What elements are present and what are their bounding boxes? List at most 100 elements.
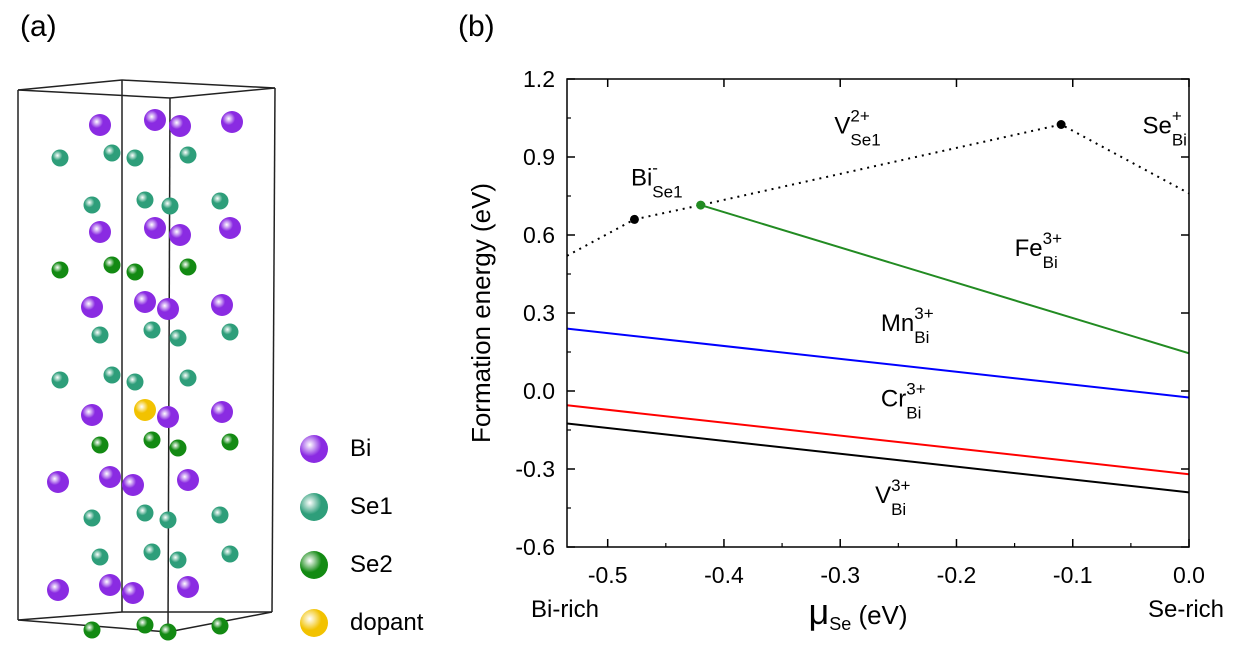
legend-item: Bi [300, 420, 423, 478]
crystal-structure [17, 79, 276, 641]
y-tick-label: 0.6 [523, 222, 555, 248]
atom-bi [211, 401, 233, 423]
series-line [567, 404, 1189, 476]
atom-se1 [91, 548, 109, 566]
defect-label: V3+ Bi [875, 476, 910, 519]
atom-bi [47, 579, 69, 601]
atom-se1 [83, 509, 101, 527]
atom-se1 [103, 144, 121, 162]
atom-se2 [103, 256, 121, 274]
series-line [567, 422, 1189, 494]
atom-bi [47, 471, 69, 493]
legend-label-bi: Bi [350, 435, 372, 462]
atom-se2 [136, 616, 154, 634]
atom-bi [89, 114, 111, 136]
atom-bi [144, 109, 166, 131]
atom-se1 [136, 191, 154, 209]
y-tick-label: -0.3 [515, 456, 555, 482]
atom-legend: Bi Se1 Se2 dopant [300, 420, 423, 652]
data-point [629, 214, 639, 224]
atom-se1 [169, 551, 187, 569]
atom-se2 [143, 431, 161, 449]
legend-label-se2: Se2 [350, 551, 393, 578]
y-tick-label: 0.9 [523, 144, 555, 170]
x-end-label-left: Bi-rich [531, 596, 599, 623]
atom-se2 [83, 621, 101, 639]
atom-se1 [136, 504, 154, 522]
legend-label-se1: Se1 [350, 493, 393, 520]
atom-bi [177, 469, 199, 491]
atom-bi [89, 221, 111, 243]
x-end-label-right: Se-rich [1148, 596, 1224, 623]
formation-energy-chart: -0.5 -0.4 -0.3 -0.2 -0.1 0.0 -0.6 -0.3 0.0 0.3 0.6… [466, 66, 1224, 634]
defect-label: Se+ Bi [1142, 107, 1186, 150]
atom-se1 [143, 543, 161, 561]
atom-se2 [221, 433, 239, 451]
atom-bi [157, 298, 179, 320]
atom-se1 [143, 321, 161, 339]
legend-item: Se1 [300, 478, 423, 536]
atom-se2 [179, 258, 197, 276]
atom-bi [99, 466, 121, 488]
y-tick-label: -0.6 [515, 534, 555, 560]
series-line [700, 204, 1189, 355]
atom-bi [177, 576, 199, 598]
defect-label: Bi-Se1 [631, 159, 683, 202]
atom-se1 [221, 323, 239, 341]
atom-se1 [211, 506, 229, 524]
atom-se1 [211, 192, 229, 210]
x-tick-label: -0.4 [704, 562, 744, 588]
atom-bi [122, 474, 144, 496]
atom-se1 [169, 329, 187, 347]
defect-label: Fe3+ Bi [1015, 229, 1062, 272]
data-point [696, 200, 706, 210]
atom-se2 [211, 617, 229, 635]
data-point [1056, 120, 1066, 129]
legend-swatch-se1 [300, 493, 328, 521]
atom-se1 [91, 326, 109, 344]
atom-se1 [221, 545, 239, 563]
atom-se1 [179, 146, 197, 164]
atom-bi [157, 406, 179, 428]
defect-label: Cr3+ Bi [881, 380, 926, 423]
atom-se1 [126, 149, 144, 167]
y-tick-label: 0.0 [523, 378, 555, 404]
atom-bi [144, 217, 166, 239]
atom-bi [169, 115, 191, 137]
atom-se2 [51, 261, 69, 279]
legend-item: dopant [300, 594, 423, 652]
atom-bi [81, 404, 103, 426]
atom-se2 [91, 436, 109, 454]
atom-bi [221, 111, 243, 133]
legend-swatch-se2 [300, 551, 328, 579]
atom-bi [122, 582, 144, 604]
x-tick-label: -0.5 [588, 562, 628, 588]
atom-se1 [161, 197, 179, 215]
atom-bi [211, 294, 233, 316]
atom-bi [169, 224, 191, 246]
defect-label: Mn3+ Bi [881, 304, 934, 347]
x-tick-label: -0.1 [1053, 562, 1093, 588]
atom-se2 [126, 263, 144, 281]
x-tick-label: 0.0 [1173, 562, 1205, 588]
atom-bi [99, 574, 121, 596]
legend-swatch-dopant [300, 609, 328, 637]
atom-se2 [169, 439, 187, 457]
panel-label-b: (b) [458, 10, 495, 43]
y-tick-label: 0.3 [523, 300, 555, 326]
atom-se1 [126, 373, 144, 391]
y-tick-label: 1.2 [523, 66, 555, 92]
x-tick-label: -0.3 [820, 562, 860, 588]
legend-item: Se2 [300, 536, 423, 594]
atom-bi [81, 296, 103, 318]
atom-se1 [179, 369, 197, 387]
legend-swatch-bi [300, 435, 328, 463]
y-axis-label: Formation energy (eV) [466, 183, 496, 443]
atom-se1 [83, 196, 101, 214]
atom-se1 [51, 371, 69, 389]
atom-se1 [51, 149, 69, 167]
series-line [567, 327, 1189, 399]
x-axis-label: μSe (eV) [808, 591, 907, 634]
atom-bi [219, 217, 241, 239]
atom-se1 [103, 366, 121, 384]
